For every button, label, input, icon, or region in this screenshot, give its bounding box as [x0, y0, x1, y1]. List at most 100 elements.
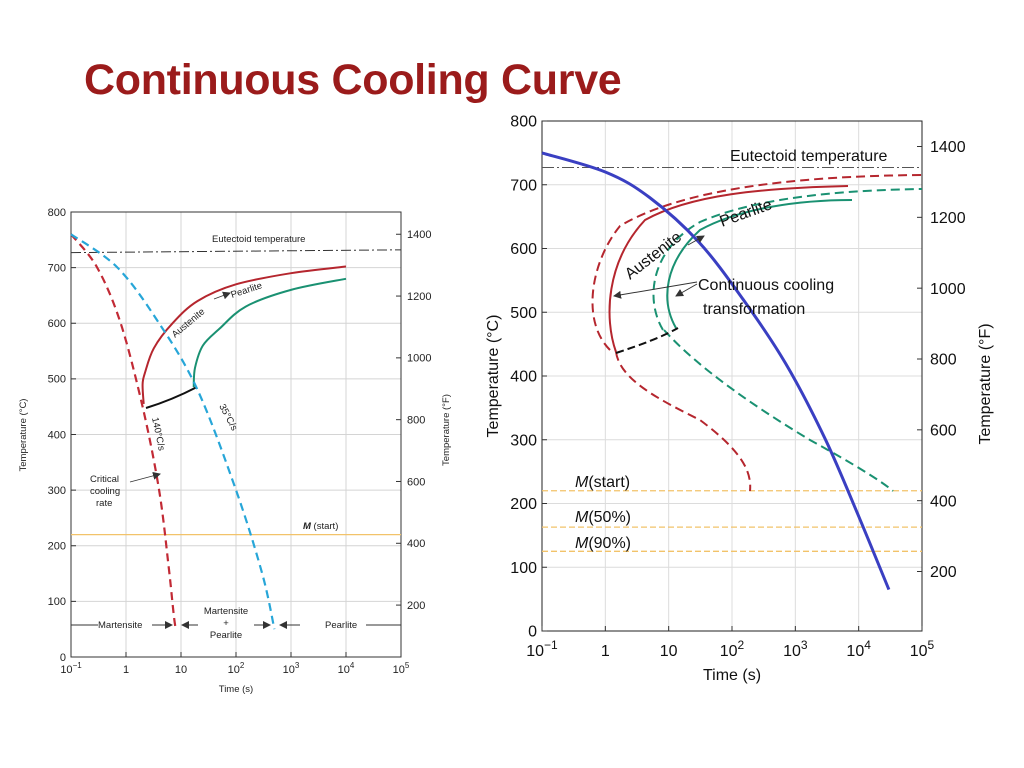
y-tick-label: 200	[510, 496, 537, 513]
left-zone-mixed-3: Pearlite	[210, 630, 242, 641]
x-tick-label: 105	[393, 661, 410, 676]
x-tick-label: 10	[660, 643, 678, 660]
right-finish-solid	[666, 199, 853, 329]
right-start-solid	[608, 185, 849, 353]
left-start-curve	[141, 265, 347, 404]
y-tick-label: 700	[48, 262, 66, 274]
right-tick-label: 1400	[407, 229, 431, 241]
left-ap-arrow	[213, 291, 231, 300]
left-critical-3: rate	[96, 498, 112, 509]
right-tick-label: 400	[930, 493, 957, 510]
right-tick-label: 600	[407, 476, 425, 488]
x-tick-label: 10−1	[60, 661, 82, 676]
left-zone-mixed-1: Martensite	[204, 606, 248, 617]
y-tick-label: 500	[48, 374, 66, 386]
left-finish-line-black	[145, 386, 198, 409]
left-zone-pearlite: Pearlite	[325, 620, 357, 631]
right-m-start-label: M(start)	[575, 474, 630, 491]
left-y-axis-title-right: Temperature (°F)	[441, 394, 452, 466]
y-tick-label: 800	[510, 114, 537, 131]
left-ms-label: M (start)	[303, 521, 338, 532]
right-cct-arrow-b	[675, 283, 698, 297]
right-cooling-curve	[541, 151, 891, 591]
left-finish-curve	[192, 277, 347, 388]
y-tick-label: 300	[48, 485, 66, 497]
right-start-dashed-outer	[591, 174, 923, 351]
right-cct-label-2: transformation	[703, 301, 805, 318]
left-cooling-140	[70, 233, 177, 630]
right-m-50-label: M(50%)	[575, 509, 631, 526]
left-eutectoid-line	[70, 249, 402, 254]
left-grid	[71, 212, 401, 657]
y-tick-label: 600	[48, 318, 66, 330]
right-cct-arrow-a	[613, 281, 698, 299]
left-critical-1: Critical	[90, 474, 119, 485]
left-x-axis-title: Time (s)	[219, 684, 253, 695]
right-tick-label: 600	[930, 422, 957, 439]
right-tick-label: 200	[930, 564, 957, 581]
y-tick-label: 100	[48, 596, 66, 608]
right-tick-label: 1200	[407, 291, 431, 303]
left-cooling-35	[70, 233, 276, 630]
y-tick-label: 0	[60, 652, 66, 664]
x-tick-label: 1	[123, 664, 129, 676]
right-tick-label: 1000	[407, 353, 431, 365]
right-tick-label: 1000	[930, 281, 966, 298]
x-tick-label: 102	[228, 661, 245, 676]
y-tick-label: 100	[510, 560, 537, 577]
right-grid	[542, 121, 922, 631]
left-pearlite-label: Pearlite	[230, 280, 264, 300]
right-y-axis-title: Temperature (°C)	[485, 315, 502, 438]
right-cct-label-1: Continuous cooling	[698, 277, 834, 294]
right-pearlite-label: Pearlite	[718, 196, 775, 231]
x-tick-label: 103	[783, 638, 808, 660]
left-y-axis-title: Temperature (°C)	[18, 399, 29, 472]
y-tick-label: 0	[528, 624, 537, 641]
right-ap-arrow	[687, 235, 705, 246]
x-tick-label: 105	[910, 638, 935, 660]
x-tick-label: 10−1	[526, 638, 558, 660]
y-tick-label: 800	[48, 207, 66, 219]
right-tick-label: 1200	[930, 210, 966, 227]
right-black-dashed	[615, 327, 679, 354]
right-tick-label: 1400	[930, 139, 966, 156]
slide-title: Continuous Cooling Curve	[84, 56, 622, 104]
right-x-ticks: 10−1 1 10 102 103 104 105	[526, 626, 935, 660]
y-tick-label: 700	[510, 177, 537, 194]
x-tick-label: 1	[601, 643, 610, 660]
left-eutectoid-label: Eutectoid temperature	[212, 234, 305, 245]
x-tick-label: 10	[175, 664, 187, 676]
right-tick-label: 800	[407, 415, 425, 427]
right-eutectoid-label: Eutectoid temperature	[730, 148, 888, 165]
left-zone-mixed-2: +	[223, 618, 229, 629]
x-tick-label: 103	[283, 661, 300, 676]
right-tick-label: 400	[407, 538, 425, 550]
right-y-ticks: 0 100 200 300 400 500 600 700 800	[510, 114, 547, 641]
y-tick-label: 500	[510, 305, 537, 322]
y-tick-label: 200	[48, 541, 66, 553]
right-tick-label: 200	[407, 600, 425, 612]
right-tick-label: 800	[930, 352, 957, 369]
right-right-ticks: 200 400 600 800 1000 1200 1400	[917, 139, 966, 581]
right-y-axis-title-right: Temperature (°F)	[977, 323, 994, 444]
left-zone-martensite: Martensite	[98, 620, 142, 631]
left-critical-2: cooling	[90, 486, 120, 497]
right-start-dashed-lower	[615, 351, 752, 492]
left-right-ticks: 200 400 600 800 1000 1200 1400	[396, 229, 431, 612]
right-m-90-label: M(90%)	[575, 535, 631, 552]
y-tick-label: 300	[510, 432, 537, 449]
y-tick-label: 400	[48, 429, 66, 441]
right-x-axis-title: Time (s)	[703, 667, 761, 684]
left-x-ticks: 10−1 1 10 102 103 104 105	[60, 652, 410, 676]
right-finish-dashed-lower	[663, 329, 894, 492]
x-tick-label: 102	[720, 638, 745, 660]
left-y-ticks: 0 100 200 300 400 500 600 700 800	[48, 207, 76, 664]
left-critical-arrow	[129, 471, 161, 483]
x-tick-label: 104	[338, 661, 355, 676]
x-tick-label: 104	[846, 638, 871, 660]
right-finish-dashed-outer	[652, 188, 923, 331]
y-tick-label: 600	[510, 241, 537, 258]
y-tick-label: 400	[510, 369, 537, 386]
